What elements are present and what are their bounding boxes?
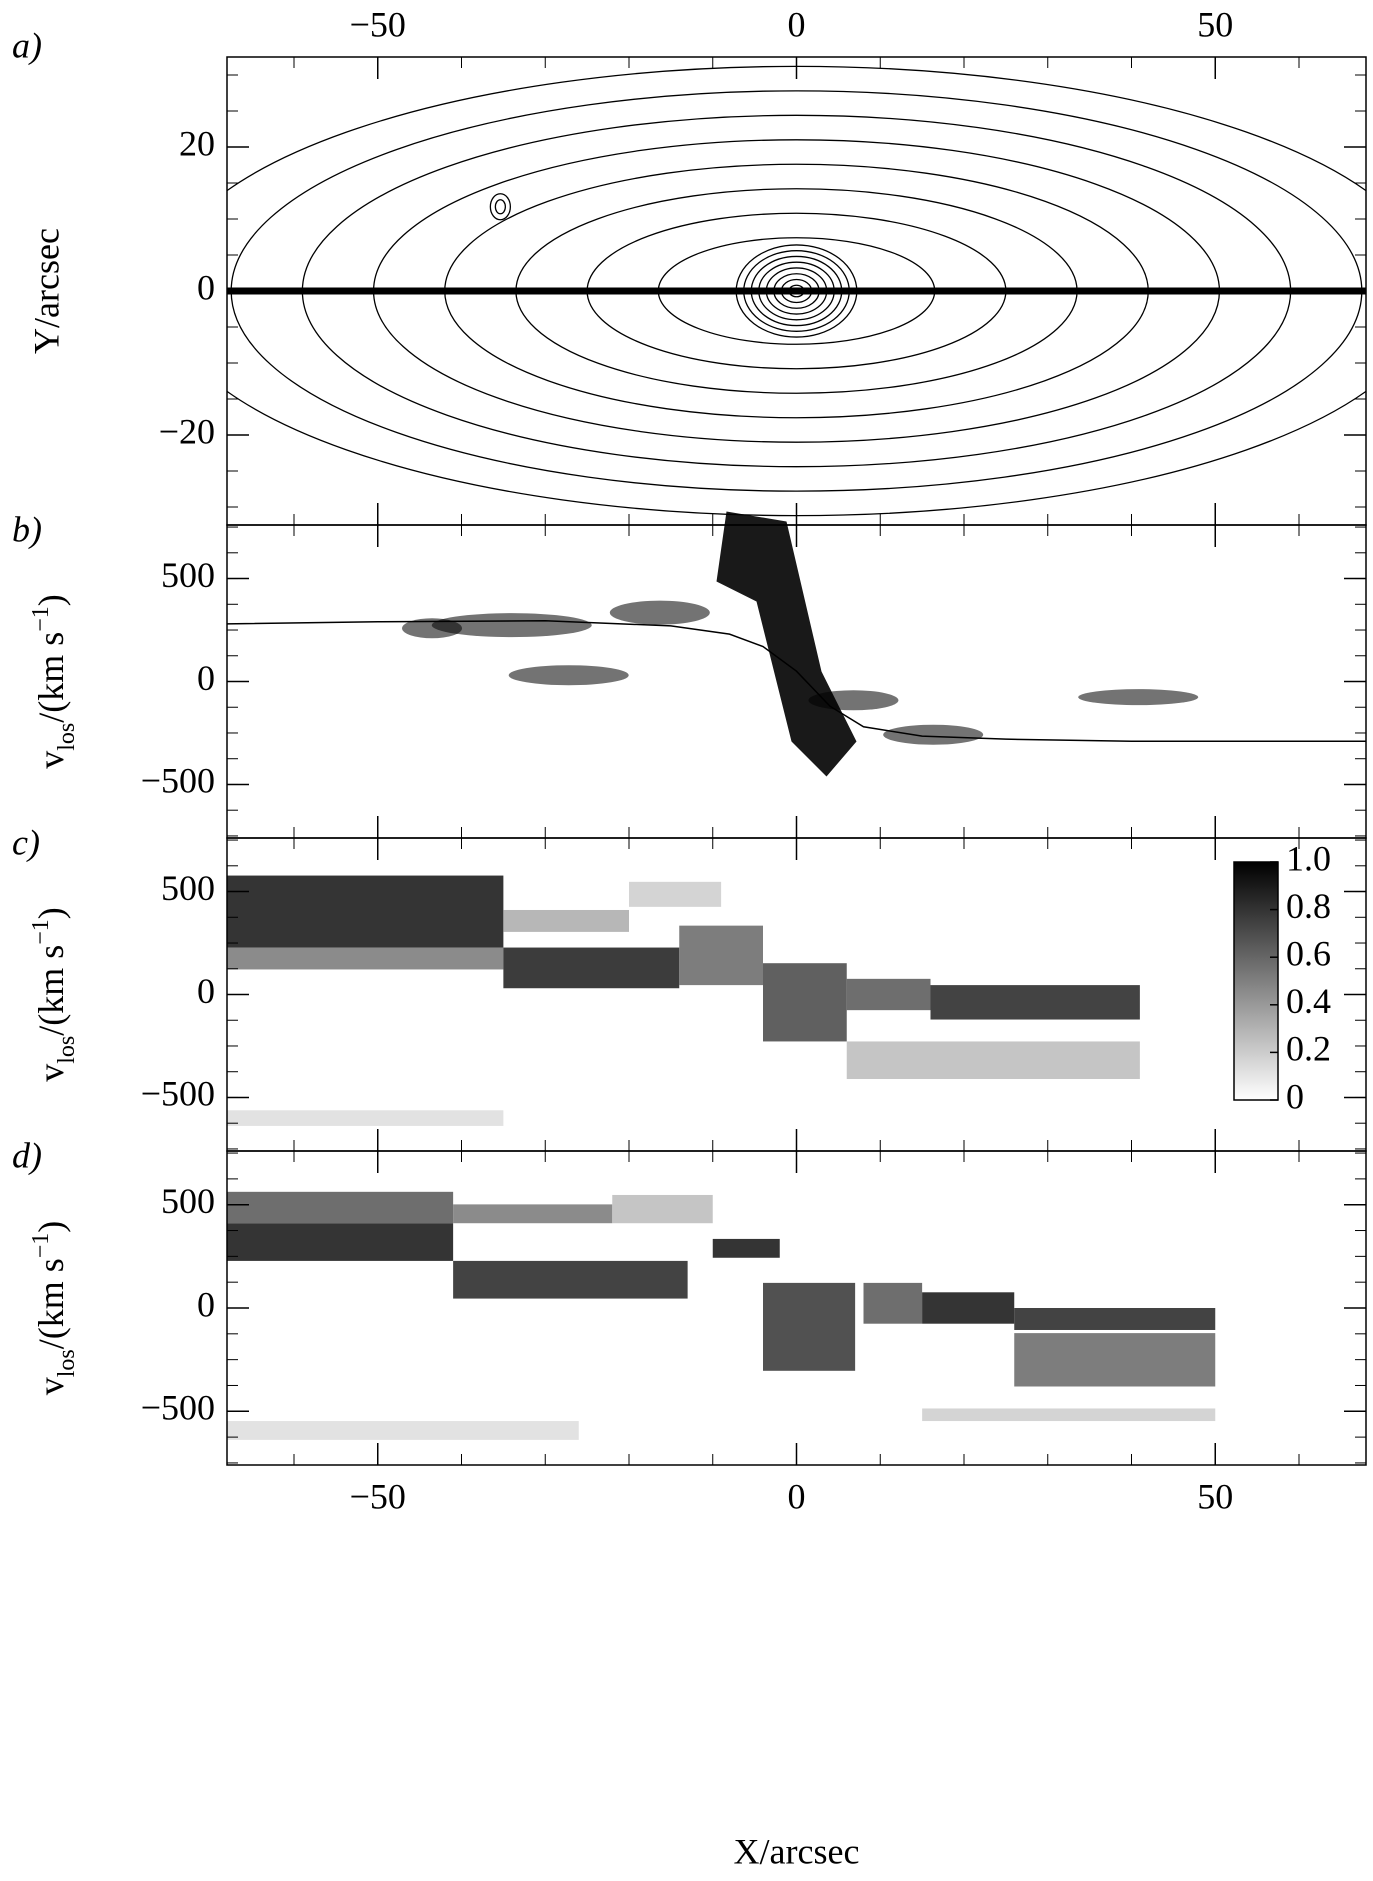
- y-axis-label: vlos/(km s−1): [28, 907, 80, 1082]
- panel-label: b): [12, 509, 42, 549]
- rotation-curve: [226, 620, 1366, 742]
- y-axis-label-part: /(km s: [31, 632, 71, 723]
- y-tick-label: 0: [197, 267, 215, 307]
- density-block: [763, 1282, 856, 1371]
- y-axis-label-part: ): [31, 1221, 71, 1233]
- y-tick-label: 500: [161, 1181, 215, 1221]
- density-block: [453, 1204, 613, 1224]
- density-block: [1014, 1308, 1216, 1330]
- y-tick-label: 20: [179, 123, 215, 163]
- density-block: [503, 947, 680, 989]
- colorbar-tick-label: 1.0: [1286, 838, 1331, 878]
- y-axis-label-part: /(km s: [31, 1258, 71, 1349]
- density-block: [227, 875, 504, 948]
- panel-label: c): [12, 822, 40, 862]
- density-block: [453, 1260, 688, 1299]
- y-tick-label: 0: [197, 971, 215, 1011]
- colorbar-tick-label: 0.8: [1286, 886, 1331, 926]
- panel-label: a): [12, 25, 42, 65]
- x-axis-label: X/arcsec: [734, 1831, 860, 1871]
- density-block: [227, 1191, 454, 1224]
- colorbar-tick-label: 0.6: [1286, 933, 1331, 973]
- y-axis-label: vlos/(km s−1): [28, 1221, 80, 1396]
- y-tick-label: −500: [141, 1074, 215, 1114]
- density-block: [1014, 1333, 1216, 1387]
- colorbar-tick-label: 0.4: [1286, 981, 1331, 1021]
- x-tick-label: 0: [788, 4, 806, 44]
- x-tick-label: 0: [788, 1476, 806, 1516]
- density-block: [612, 1194, 713, 1224]
- emission-blob: [716, 511, 857, 777]
- density-block: [930, 985, 1140, 1020]
- x-tick-label: −50: [350, 4, 406, 44]
- emission-blob: [431, 613, 592, 638]
- density-block: [846, 1041, 1140, 1080]
- emission-blob: [883, 724, 984, 745]
- y-axis-label: vlos/(km s−1): [28, 594, 80, 769]
- y-axis-label-part: ): [31, 907, 71, 919]
- density-block: [712, 1238, 780, 1258]
- density-block: [227, 1223, 454, 1261]
- colorbar-tick-label: 0: [1286, 1076, 1304, 1116]
- density-block: [227, 947, 504, 970]
- emission-blob: [808, 690, 899, 711]
- y-tick-label: −20: [159, 411, 215, 451]
- colorbar-tick-label: 0.2: [1286, 1029, 1331, 1069]
- density-block: [763, 963, 847, 1042]
- y-axis-label-part: −1: [28, 606, 54, 632]
- y-tick-label: 500: [161, 868, 215, 908]
- x-tick-label: −50: [350, 1476, 406, 1516]
- y-tick-label: 0: [197, 1284, 215, 1324]
- y-axis-label-part: ): [31, 594, 71, 606]
- y-axis-label-part: los: [54, 723, 80, 751]
- density-block: [846, 978, 931, 1011]
- density-block: [679, 925, 763, 986]
- contour-line: [489, 193, 512, 221]
- emission-blob: [1078, 689, 1199, 706]
- y-tick-label: −500: [141, 761, 215, 801]
- y-axis-label-part: v: [31, 1064, 71, 1082]
- panel-label: d): [12, 1135, 42, 1175]
- y-axis-label-part: v: [31, 1377, 71, 1395]
- y-axis-label-part: /(km s: [31, 945, 71, 1036]
- y-tick-label: 500: [161, 555, 215, 595]
- y-axis-label-part: −1: [28, 919, 54, 945]
- density-block: [227, 1421, 579, 1440]
- density-block: [922, 1292, 1015, 1324]
- density-block: [629, 881, 722, 907]
- y-axis-label: Y/arcsec: [26, 228, 66, 354]
- y-axis-label-part: v: [31, 751, 71, 769]
- density-block: [227, 1110, 504, 1126]
- y-tick-label: −500: [141, 1388, 215, 1428]
- y-axis-label-part: −1: [28, 1233, 54, 1259]
- density-block: [863, 1282, 923, 1324]
- contour-line: [494, 199, 507, 215]
- x-tick-label: 50: [1197, 1476, 1233, 1516]
- x-tick-label: 50: [1197, 4, 1233, 44]
- density-block: [922, 1408, 1216, 1422]
- density-block: [503, 909, 629, 932]
- emission-blob: [609, 600, 710, 625]
- y-tick-label: 0: [197, 658, 215, 698]
- emission-blob: [508, 665, 629, 686]
- y-axis-label-part: los: [54, 1036, 80, 1064]
- colorbar: [1233, 861, 1279, 1101]
- y-axis-label-part: los: [54, 1349, 80, 1377]
